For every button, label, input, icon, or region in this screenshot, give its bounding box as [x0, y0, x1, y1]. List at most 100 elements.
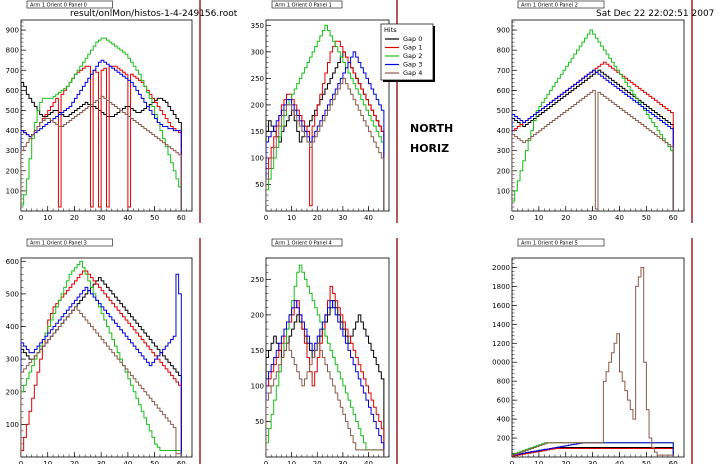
y-tick-label: 150: [251, 347, 264, 355]
panel-4: Arm 1 Orient 0 Panel 4 50 100 150 200 250 0 10 2…: [251, 238, 398, 464]
x-tick-label: 40: [123, 460, 132, 464]
panel-5: Arm 1 Orient 0 Panel 5200400600800000012…: [492, 238, 693, 464]
panel-title: Arm 1 Orient 0 Panel 1: [275, 3, 332, 9]
x-tick-label: 20: [561, 460, 570, 464]
x-tick-label: 10: [43, 460, 52, 464]
y-tick-label: 150: [251, 128, 264, 136]
y-tick-label: 500: [497, 107, 510, 115]
panel-title: Arm 1 Orient 0 Panel 5: [521, 241, 578, 247]
y-tick-label: 350: [251, 22, 264, 30]
y-tick-label: 600: [497, 87, 510, 95]
x-tick-label: 50: [150, 460, 159, 464]
panel-title-box: [271, 0, 343, 9]
panel-title: Arm 1 Orient 0 Panel 4: [275, 241, 332, 247]
panel-1: Arm 1 Orient 0 Panel 1501001502002503003…: [251, 0, 398, 223]
y-tick-label: 2000: [492, 264, 510, 272]
panel-0: Arm 1 Orient 0 Panel 0100200300400500600…: [6, 0, 201, 223]
series-gap-3: [512, 442, 674, 457]
y-tick-label: 400: [6, 323, 19, 331]
x-tick-label: 40: [364, 214, 373, 222]
y-tick-label: 100: [497, 187, 510, 195]
y-tick-label: 400: [6, 127, 19, 135]
y-tick-label: 250: [251, 75, 264, 83]
legend-entry: Gap 0: [403, 35, 422, 43]
x-tick-label: 30: [338, 214, 347, 222]
x-tick-label: 60: [669, 214, 678, 222]
series-gap-4: [21, 95, 182, 211]
y-tick-label: 1600: [492, 302, 510, 310]
overlay-horiz: HORIZ: [410, 142, 449, 155]
x-tick-label: 40: [123, 214, 132, 222]
y-tick-label: 800: [497, 47, 510, 55]
y-tick-label: 700: [6, 67, 19, 75]
y-tick-label: 100: [6, 421, 19, 429]
x-tick-label: 40: [615, 460, 624, 464]
x-tick-label: 20: [561, 214, 570, 222]
y-tick-label: 700: [497, 67, 510, 75]
series-gap-1: [266, 40, 385, 211]
legend-entry: Gap 1: [403, 44, 422, 52]
series-gap-4: [512, 266, 674, 457]
x-tick-label: 20: [313, 214, 322, 222]
x-tick-label: 30: [97, 214, 106, 222]
datetime-label: Sat Dec 22 22:02:51 2007: [596, 9, 715, 19]
x-tick-label: 50: [150, 214, 159, 222]
filename-label: result/onlMon/histos-1-4-249156.root: [70, 9, 238, 19]
x-tick-label: 20: [313, 460, 322, 464]
x-tick-label: 10: [43, 214, 52, 222]
x-tick-label: 0: [510, 214, 514, 222]
series-gap-3: [512, 69, 674, 211]
legend-entry: Gap 2: [403, 52, 422, 60]
x-tick-label: 50: [642, 460, 651, 464]
y-tick-label: 50: [255, 181, 264, 189]
y-tick-label: 200: [6, 388, 19, 396]
overlay-north: NORTH: [410, 122, 453, 135]
x-tick-label: 40: [364, 460, 373, 464]
panel-3: Arm 1 Orient 0 Panel 3100200300400500600…: [6, 238, 201, 464]
y-tick-label: 900: [497, 27, 510, 35]
x-tick-label: 0: [264, 460, 268, 464]
x-tick-label: 60: [669, 460, 678, 464]
x-tick-label: 30: [588, 460, 597, 464]
series-gap-3: [266, 51, 385, 211]
y-tick-label: 900: [6, 27, 19, 35]
x-tick-label: 50: [642, 214, 651, 222]
plot-frame: [511, 257, 685, 458]
panel-title-box: [271, 238, 343, 247]
panel-title: Arm 1 Orient 0 Panel 3: [30, 241, 87, 247]
y-tick-label: 500: [6, 290, 19, 298]
y-tick-label: 250: [251, 276, 264, 284]
y-tick-label: 600: [497, 397, 510, 405]
y-tick-label: 50: [255, 418, 264, 426]
y-tick-label: 400: [497, 127, 510, 135]
legend-entry: Gap 4: [403, 69, 422, 77]
panel-title-box: [26, 0, 113, 9]
y-tick-label: 300: [6, 147, 19, 155]
series-gap-0: [512, 69, 674, 211]
panel-title-box: [517, 0, 605, 9]
y-tick-label: 100: [251, 382, 264, 390]
y-tick-label: 0000: [492, 359, 510, 367]
y-tick-label: 200: [6, 167, 19, 175]
x-tick-label: 40: [615, 214, 624, 222]
y-tick-label: 600: [6, 87, 19, 95]
series-gap-4: [21, 306, 182, 457]
x-tick-label: 20: [70, 214, 79, 222]
series-gap-2: [512, 29, 674, 211]
x-tick-label: 10: [534, 460, 543, 464]
y-tick-label: 800: [497, 378, 510, 386]
x-tick-label: 0: [510, 460, 514, 464]
x-tick-label: 30: [588, 214, 597, 222]
legend-box: [380, 23, 434, 81]
x-tick-label: 10: [534, 214, 543, 222]
panel-title-box: [517, 238, 605, 247]
y-tick-label: 1200: [492, 340, 510, 348]
y-tick-label: 300: [6, 356, 19, 364]
y-tick-label: 200: [251, 101, 264, 109]
x-tick-label: 60: [177, 460, 186, 464]
x-tick-label: 20: [70, 460, 79, 464]
x-tick-label: 60: [177, 214, 186, 222]
panel-title: Arm 1 Orient 0 Panel 0: [30, 3, 87, 9]
